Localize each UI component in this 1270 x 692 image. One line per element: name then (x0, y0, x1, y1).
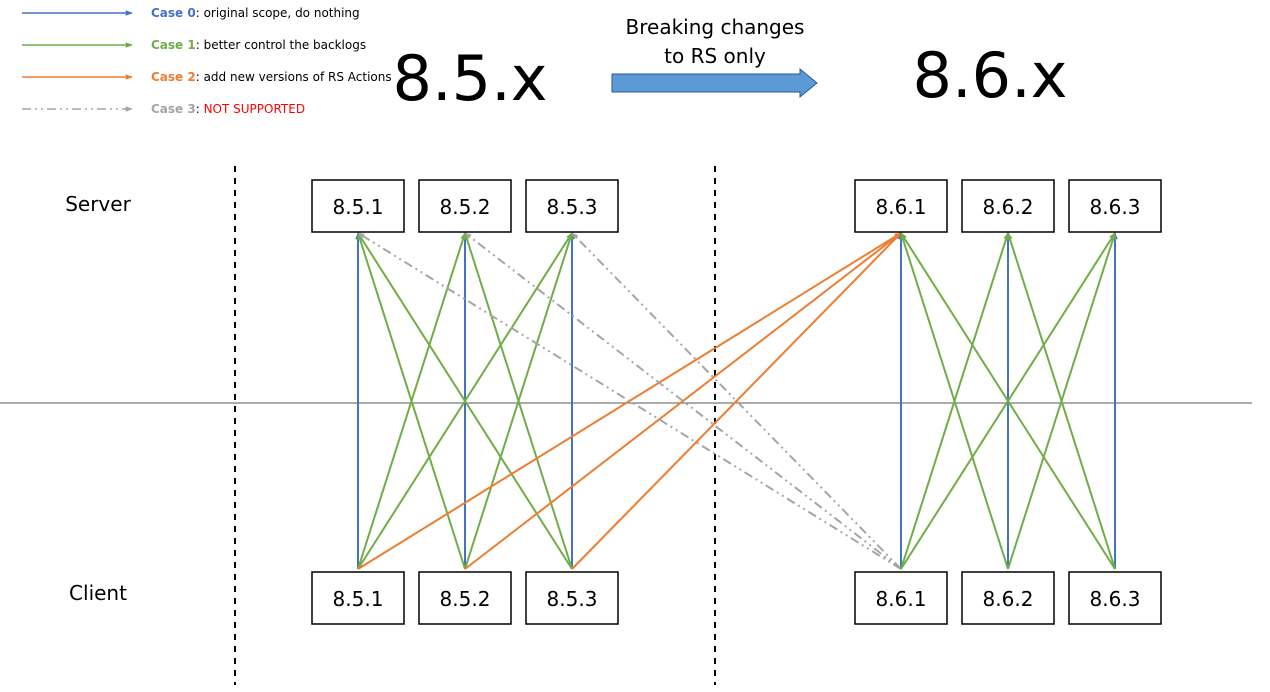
client-node-box (418, 571, 512, 625)
connection-case1-client-8.5.3-to-server-8.5.2 (464, 232, 573, 570)
client-node-label: 8.6.3 (1090, 587, 1141, 611)
client-node-box (311, 571, 405, 625)
client-node-8.6.3: 8.6.3 (1068, 571, 1162, 625)
server-node-label: 8.5.1 (333, 195, 384, 219)
client-node-box (854, 571, 948, 625)
server-node-box (854, 179, 948, 233)
client-node-label: 8.6.1 (876, 587, 927, 611)
change-note-line1: Breaking changes (626, 15, 805, 39)
client-node-8.6.1: 8.6.1 (854, 571, 948, 625)
server-node-label: 8.6.2 (983, 195, 1034, 219)
server-nodes: 8.5.1 8.5.2 8.5.3 8.6.1 8.6.2 8.6.3 (311, 179, 1162, 233)
server-node-box (311, 179, 405, 233)
legend-label-case-0: Case 0: original scope, do nothing (151, 6, 360, 20)
server-node-8.5.1: 8.5.1 (311, 179, 405, 233)
connection-case2-client-8.5.3-to-server-8.6.1 (571, 232, 902, 570)
client-node-label: 8.5.1 (333, 587, 384, 611)
connection-case1-client-8.6.2-to-server-8.6.1 (900, 232, 1009, 570)
client-node-label: 8.6.2 (983, 587, 1034, 611)
client-node-box (1068, 571, 1162, 625)
client-node-label: 8.5.3 (547, 587, 598, 611)
server-node-box (961, 179, 1055, 233)
legend-item-case-1: Case 1: better control the backlogs (22, 38, 366, 52)
change-note-line2: to RS only (664, 44, 766, 68)
server-label: Server (65, 192, 131, 216)
client-nodes: 8.5.1 8.5.2 8.5.3 8.6.1 8.6.2 8.6.3 (311, 571, 1162, 625)
legend: Case 0: original scope, do nothing Case 1… (22, 6, 392, 116)
server-node-box (525, 179, 619, 233)
client-node-8.5.2: 8.5.2 (418, 571, 512, 625)
server-node-label: 8.6.1 (876, 195, 927, 219)
connection-case3-client-8.6.1-to-server-8.5.2 (464, 232, 902, 570)
legend-item-case-0: Case 0: original scope, do nothing (22, 6, 360, 20)
server-node-8.6.3: 8.6.3 (1068, 179, 1162, 233)
server-node-label: 8.5.2 (440, 195, 491, 219)
client-node-8.5.1: 8.5.1 (311, 571, 405, 625)
server-node-box (418, 179, 512, 233)
server-node-8.5.3: 8.5.3 (525, 179, 619, 233)
client-label: Client (69, 581, 127, 605)
connection-case3-client-8.6.1-to-server-8.5.1 (357, 232, 902, 570)
client-node-label: 8.5.2 (440, 587, 491, 611)
breaking-change-arrow (611, 67, 818, 99)
server-node-8.6.2: 8.6.2 (961, 179, 1055, 233)
title-left-version: 8.5.x (393, 42, 548, 115)
connection-case1-client-8.6.3-to-server-8.6.2 (1007, 232, 1116, 570)
legend-label-case-1: Case 1: better control the backlogs (151, 38, 366, 52)
server-node-label: 8.5.3 (547, 195, 598, 219)
connection-case1-client-8.6.3-to-server-8.6.1 (900, 232, 1116, 570)
client-node-8.6.2: 8.6.2 (961, 571, 1055, 625)
connections (355, 232, 1118, 570)
legend-item-case-2: Case 2: add new versions of RS Actions (22, 70, 392, 84)
client-node-8.5.3: 8.5.3 (525, 571, 619, 625)
server-node-8.6.1: 8.6.1 (854, 179, 948, 233)
server-node-box (1068, 179, 1162, 233)
title-right-version: 8.6.x (913, 39, 1068, 112)
client-node-box (961, 571, 1055, 625)
client-node-box (525, 571, 619, 625)
server-node-8.5.2: 8.5.2 (418, 179, 512, 233)
legend-label-case-3: Case 3: NOT SUPPORTED (151, 102, 305, 116)
connection-case3-client-8.6.1-to-server-8.5.3 (571, 232, 902, 570)
legend-label-case-2: Case 2: add new versions of RS Actions (151, 70, 392, 84)
legend-item-case-3: Case 3: NOT SUPPORTED (22, 102, 305, 116)
server-node-label: 8.6.3 (1090, 195, 1141, 219)
